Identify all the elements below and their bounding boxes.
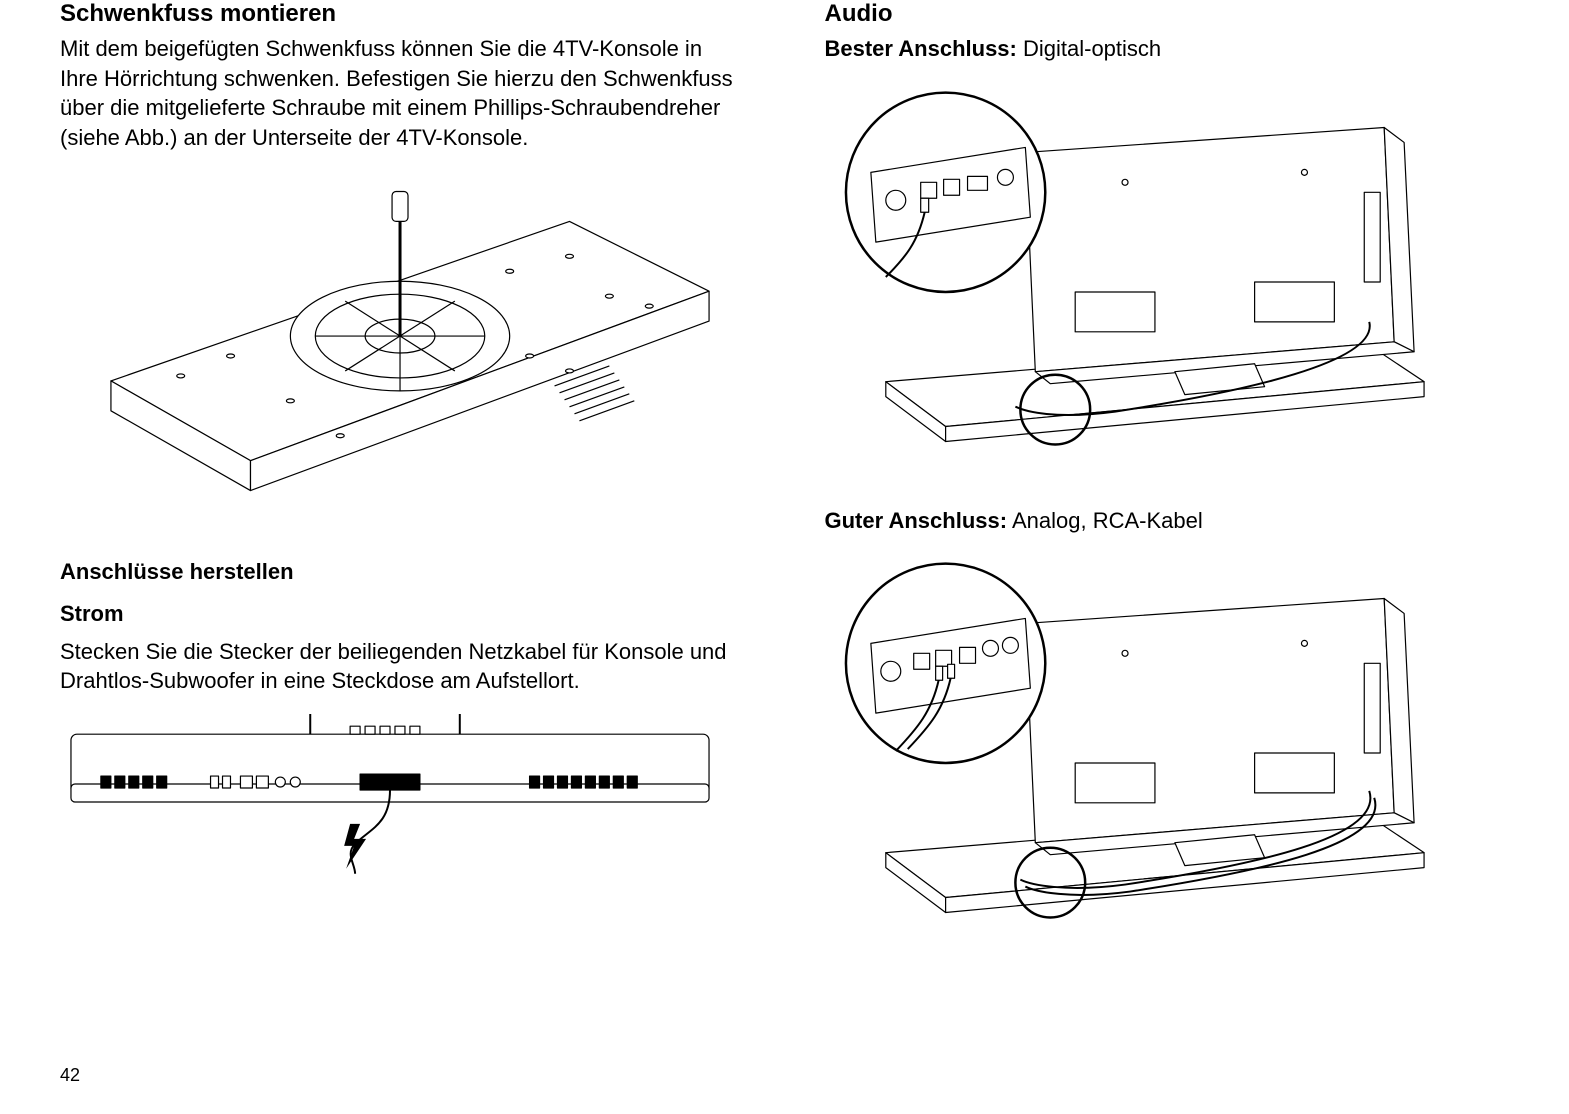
body-swivel: Mit dem beigefügten Schwenkfuss können S… — [60, 34, 745, 153]
page-number: 42 — [60, 1065, 80, 1086]
label-best-rest: Digital-optisch — [1017, 36, 1161, 61]
body-power: Stecken Sie die Stecker der beiliegenden… — [60, 637, 745, 696]
label-good-bold: Guter Anschluss: — [825, 508, 1008, 533]
subheading-power: Strom — [60, 601, 745, 627]
heading-connections: Anschlüsse herstellen — [60, 559, 745, 585]
heading-audio: Audio — [825, 0, 1510, 28]
label-best-bold: Bester Anschluss: — [825, 36, 1017, 61]
label-good-connection: Guter Anschluss: Analog, RCA-Kabel — [825, 506, 1510, 536]
label-best-connection: Bester Anschluss: Digital-optisch — [825, 34, 1510, 64]
figure-rca-connection — [825, 553, 1445, 953]
figure-power-connection — [60, 714, 720, 874]
label-good-rest: Analog, RCA-Kabel — [1007, 508, 1203, 533]
figure-swivel-mount — [90, 161, 730, 541]
heading-swivel: Schwenkfuss montieren — [60, 0, 745, 28]
figure-optical-connection — [825, 82, 1445, 482]
